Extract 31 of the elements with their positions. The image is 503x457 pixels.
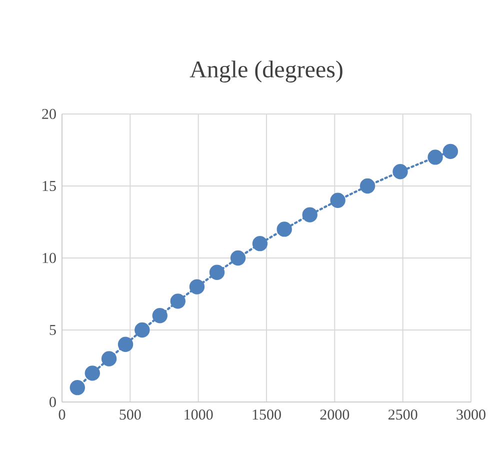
point [428,150,443,165]
x-tick-label: 1500 [252,410,281,420]
point [392,164,408,180]
x-tick-label: 0 [58,410,66,420]
point [84,366,100,381]
point [276,222,292,237]
chart-title: Angle (degrees) [190,60,342,82]
x-tick-label: 1000 [184,410,213,420]
point [302,207,318,222]
point [442,144,458,160]
x-tick-label: 500 [120,410,141,420]
point [360,178,376,194]
y-tick-label: 0 [50,396,56,408]
point [230,250,246,266]
point [118,336,134,352]
point [134,322,150,338]
point [252,236,268,252]
y-tick-label: 20 [42,108,56,120]
y-tick-label: 15 [42,180,56,192]
point [152,308,168,324]
y-tick-label: 10 [42,252,56,264]
point [101,351,117,366]
x-tick-label: 2500 [388,410,418,420]
x-tick-label: 3000 [456,410,486,420]
x-tick-label: 2000 [320,410,350,420]
point [170,294,186,309]
point [209,264,225,280]
point [330,192,346,208]
point [70,380,86,396]
point [189,279,205,294]
y-tick-label: 5 [50,325,56,335]
